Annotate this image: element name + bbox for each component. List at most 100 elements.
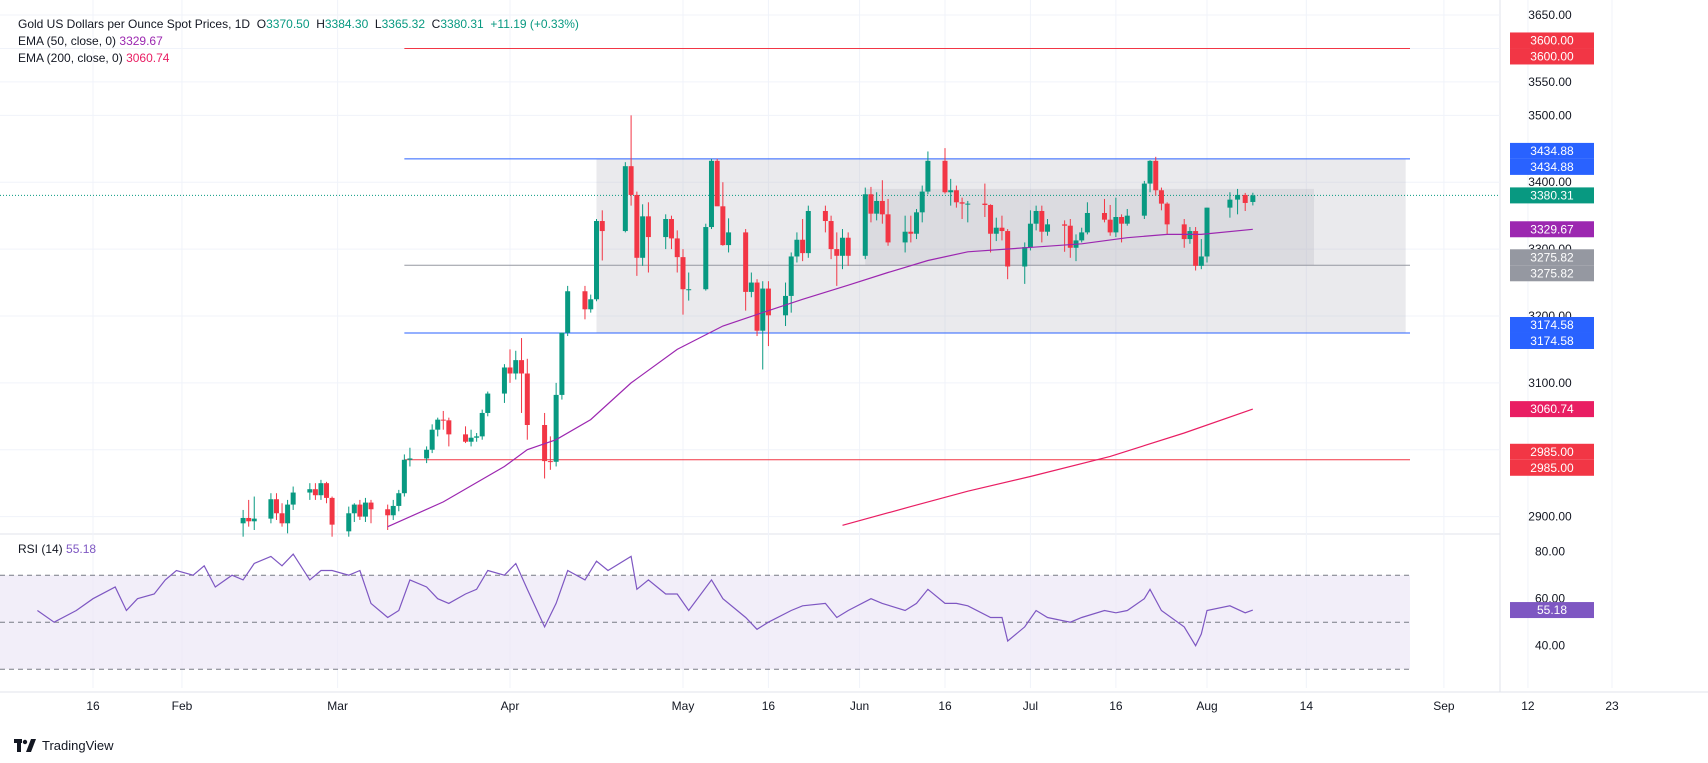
candle-body (519, 360, 525, 374)
time-tick-label: 14 (1300, 699, 1314, 713)
candle-body (1033, 210, 1039, 224)
price-legend: Gold US Dollars per Ounce Spot Prices, 1… (18, 16, 579, 32)
tradingview-icon (14, 738, 36, 752)
candle-body (396, 493, 402, 506)
time-tick-label: 12 (1521, 699, 1535, 713)
candle-body (251, 518, 257, 522)
candle-body (765, 288, 771, 316)
candle-body (1027, 223, 1033, 248)
candle-body (925, 160, 931, 192)
time-tick-label: 16 (86, 699, 100, 713)
price-tag-box (1510, 316, 1594, 333)
candle-body (726, 232, 732, 246)
price-tag-label: 3174.58 (1530, 334, 1574, 348)
candle-body (914, 212, 920, 234)
candle-body (547, 461, 553, 463)
candle-body (485, 393, 491, 413)
candle-body (794, 239, 800, 257)
candle-body (622, 166, 628, 232)
tradingview-logo[interactable]: TradingView (14, 738, 114, 753)
time-tick-label: Apr (501, 699, 520, 713)
rsi-legend: RSI (14) 55.18 (18, 541, 96, 557)
candle-body (1079, 232, 1085, 241)
ema200-label: EMA (200, close, 0) (18, 51, 123, 65)
price-tag-label: 3434.88 (1530, 160, 1574, 174)
candle-body (559, 332, 565, 395)
candle-body (507, 367, 513, 374)
candle-body (1113, 217, 1119, 233)
candle-body (285, 504, 291, 524)
candle-body (1101, 212, 1107, 220)
price-tick-label: 3550.00 (1528, 75, 1572, 89)
candle-body (634, 194, 640, 258)
ema200-legend: EMA (200, close, 0) 3060.74 (18, 50, 169, 66)
price-tick-label: 3100.00 (1528, 376, 1572, 390)
candle-body (988, 204, 994, 234)
candle-body (407, 458, 413, 460)
candle-body (959, 202, 965, 204)
candle-body (1124, 215, 1130, 224)
candle-body (240, 517, 246, 524)
candle-body (834, 249, 840, 256)
candle-body (628, 166, 634, 195)
candle-body (324, 483, 330, 498)
candle-body (290, 492, 296, 505)
open-value: 3370.50 (266, 17, 310, 31)
candle-body (686, 289, 692, 291)
candle-body (680, 257, 686, 290)
price-tag-box (1510, 142, 1594, 159)
candle-body (1198, 256, 1204, 266)
candle-body (1141, 183, 1147, 216)
candle-body (908, 231, 914, 234)
candle-body (1022, 247, 1028, 267)
ema200-line (842, 408, 1253, 526)
time-tick-label: Mar (327, 699, 348, 713)
candle-body (668, 219, 674, 239)
candle-body (805, 210, 811, 254)
price-tag-box (1510, 332, 1594, 349)
price-tick-label: 3400.00 (1528, 175, 1572, 189)
price-tick-label: 3500.00 (1528, 108, 1572, 122)
candle-body (599, 221, 605, 232)
time-tick-label: Sep (1433, 699, 1455, 713)
candle-body (822, 210, 828, 222)
candle-body (942, 160, 948, 193)
rsi-line (37, 553, 1254, 647)
candle-body (885, 214, 891, 243)
time-tick-label: 16 (1109, 699, 1123, 713)
candle-body (993, 227, 999, 234)
candle-body (743, 232, 749, 292)
candle-body (553, 394, 559, 462)
candle-body (318, 483, 324, 496)
price-tick-label: 2900.00 (1528, 510, 1572, 524)
candle-body (862, 194, 868, 256)
candle-body (1187, 231, 1193, 240)
candle-body (760, 288, 766, 331)
candle-body (524, 373, 530, 425)
close-value: 3380.31 (440, 17, 484, 31)
candle-body (542, 425, 548, 462)
candle-body (390, 505, 396, 516)
candle-body (329, 497, 335, 525)
candle-body (362, 502, 368, 517)
price-tag-label: 3434.88 (1530, 144, 1574, 158)
price-tag-box (1510, 443, 1594, 460)
rsi-label: RSI (14) (18, 542, 63, 556)
candle-body (828, 221, 834, 250)
price-tag-label: 3329.67 (1530, 222, 1574, 236)
candle-body (902, 231, 908, 243)
candle-body (879, 200, 885, 215)
candle-body (307, 489, 313, 493)
price-tag-box (1510, 459, 1594, 476)
candle-body (1119, 217, 1125, 224)
candle-body (1084, 212, 1090, 233)
candle-body (754, 282, 760, 331)
candle-body (999, 227, 1005, 232)
high-value: 3384.30 (324, 17, 369, 31)
candle-body (346, 513, 352, 532)
candle-body (357, 504, 363, 517)
candle-body (513, 360, 519, 374)
price-tag-box (1510, 48, 1594, 65)
price-tag-box (1510, 158, 1594, 175)
brand-name: TradingView (42, 738, 114, 753)
